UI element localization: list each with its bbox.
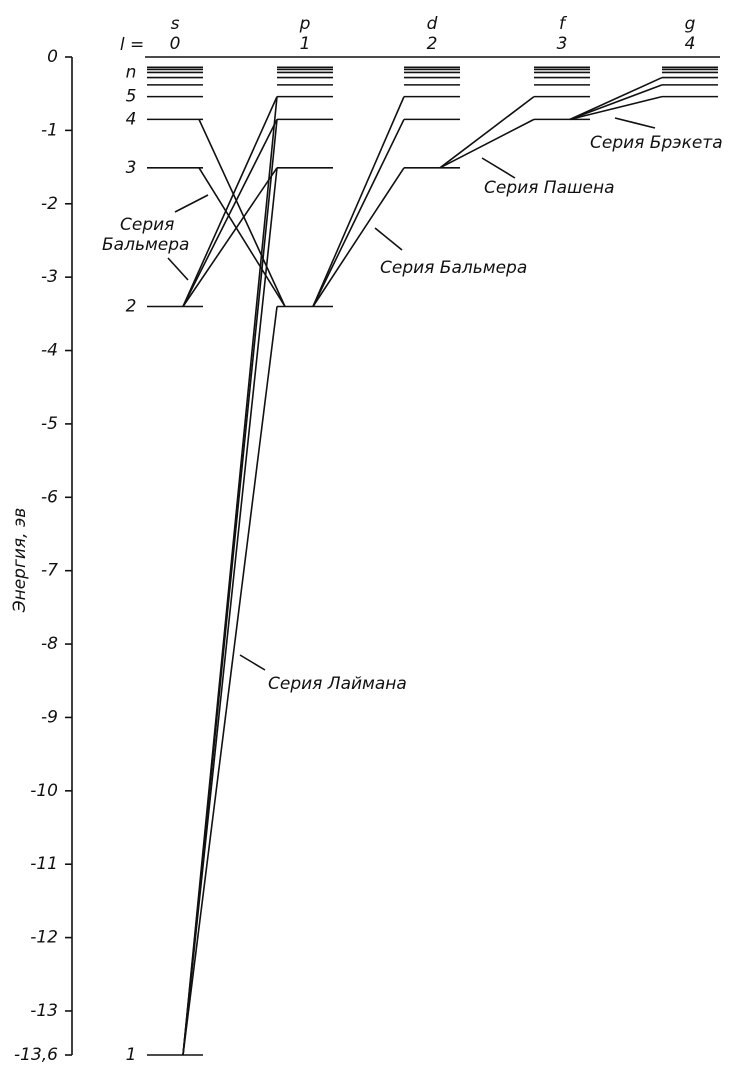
annotation: Бальмера — [102, 235, 189, 255]
leader — [481, 157, 516, 179]
transition — [439, 118, 535, 169]
transition — [569, 84, 663, 121]
annotation: Серия Брэкета — [590, 133, 723, 153]
axis-label: Энергия, эв — [10, 508, 30, 614]
y-tick-label: -11 — [30, 854, 58, 874]
level-label: 4 — [126, 109, 137, 129]
y-tick-label: -6 — [41, 487, 58, 507]
column-letter: f — [559, 14, 568, 34]
y-tick-label: -1 — [41, 120, 58, 140]
y-tick-label: 0 — [47, 47, 58, 67]
column-letter: d — [427, 14, 438, 34]
column-l: 1 — [300, 34, 311, 54]
transition — [182, 167, 278, 1056]
y-tick-label: -10 — [30, 781, 58, 801]
l-label: l = — [120, 35, 144, 55]
column-letter: p — [299, 14, 311, 34]
column-l: 2 — [427, 34, 438, 54]
transition — [182, 96, 278, 1056]
transition — [198, 167, 286, 307]
annotation: Серия Лаймана — [268, 674, 407, 694]
column-letter: s — [171, 14, 180, 34]
transition — [198, 119, 286, 307]
column-l: 0 — [170, 34, 181, 54]
transition — [569, 95, 663, 121]
column-l: 3 — [557, 34, 568, 54]
transition — [312, 119, 405, 307]
y-tick-label: -9 — [41, 707, 58, 727]
annotation: Серия Бальмера — [380, 258, 527, 278]
leader — [174, 194, 209, 213]
level-label: 3 — [126, 158, 137, 178]
y-tick-label: -8 — [41, 634, 58, 654]
transition — [182, 119, 278, 307]
leader — [239, 654, 266, 671]
y-tick-label: -3 — [41, 267, 58, 287]
transition — [182, 167, 278, 307]
transition — [569, 76, 663, 121]
column-letter: g — [685, 14, 696, 34]
y-tick-label: -13 — [30, 1001, 58, 1021]
y-tick-label: -2 — [41, 194, 58, 214]
y-tick-label: -5 — [41, 414, 58, 434]
transition — [439, 95, 535, 169]
transition — [312, 96, 405, 307]
level-label: 1 — [126, 1045, 137, 1065]
annotation: Серия Пашена — [484, 178, 615, 198]
level-label: 5 — [126, 87, 137, 107]
level-label: 2 — [126, 297, 137, 317]
transition — [182, 96, 278, 307]
leader — [167, 257, 189, 281]
level-label: n — [126, 62, 137, 82]
y-tick-label: -13,6 — [14, 1045, 58, 1065]
transition — [312, 167, 405, 307]
y-tick-label: -12 — [30, 928, 58, 948]
y-tick-label: -4 — [41, 341, 58, 361]
leader — [374, 227, 403, 251]
y-tick-label: -7 — [41, 561, 58, 581]
column-l: 4 — [685, 34, 696, 54]
annotation: Серия — [120, 215, 174, 235]
leader — [614, 117, 656, 129]
transition — [182, 306, 278, 1056]
